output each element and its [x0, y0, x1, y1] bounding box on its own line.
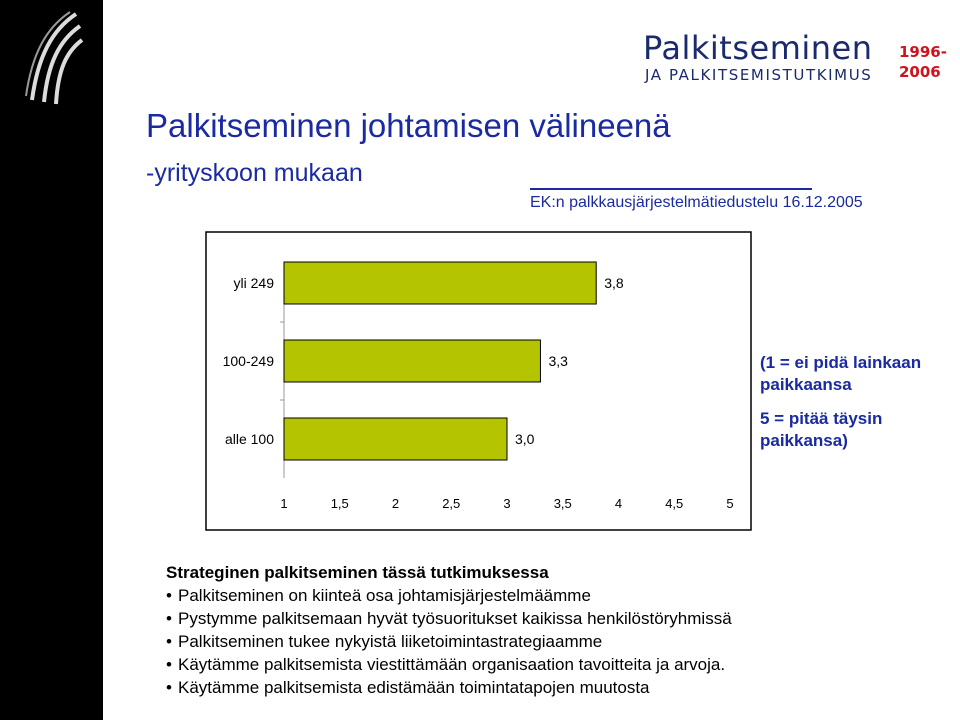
key-point-item: Käytämme palkitsemista viestittämään org… — [166, 653, 946, 676]
category-label: 100-249 — [223, 353, 275, 369]
slide-subtitle: -yrityskoon mukaan — [146, 159, 363, 187]
key-point-item: Käytämme palkitsemista edistämään toimin… — [166, 676, 946, 699]
university-logo-icon — [25, 11, 84, 105]
category-label: alle 100 — [225, 431, 274, 447]
title-underline — [530, 188, 812, 190]
category-label: yli 249 — [234, 275, 275, 291]
x-tick-label: 1 — [280, 496, 287, 511]
brand-name: Palkitseminen — [643, 29, 873, 67]
brand-logo: Palkitseminen JA PALKITSEMISTUTKIMUS 199… — [643, 30, 953, 90]
scale-legend-high: 5 = pitää täysin paikkansa) — [760, 409, 883, 450]
x-tick-label: 2,5 — [442, 496, 460, 511]
data-label: 3,0 — [515, 431, 535, 447]
key-point-item: Palkitseminen on kiinteä osa johtamisjär… — [166, 584, 946, 607]
key-points-list: Palkitseminen on kiinteä osa johtamisjär… — [166, 584, 946, 699]
x-tick-label: 5 — [726, 496, 733, 511]
x-tick-label: 4,5 — [665, 496, 683, 511]
x-tick-label: 4 — [615, 496, 622, 511]
scale-legend-low: (1 = ei pidä lainkaan paikkaansa — [760, 353, 922, 394]
key-point-item: Palkitseminen tukee nykyistä liiketoimin… — [166, 630, 946, 653]
scale-legend: (1 = ei pidä lainkaan paikkaansa 5 = pit… — [760, 352, 960, 452]
brand-subtitle: JA PALKITSEMISTUTKIMUS — [645, 66, 873, 84]
brand-years: 1996- 2006 — [899, 43, 947, 81]
x-tick-label: 2 — [392, 496, 399, 511]
bar — [283, 417, 508, 461]
key-point-item: Pystymme palkitsemaan hyvät työsuorituks… — [166, 607, 946, 630]
data-label: 3,3 — [548, 353, 568, 369]
key-points: Strateginen palkitseminen tässä tutkimuk… — [166, 561, 946, 699]
data-label: 3,8 — [604, 275, 624, 291]
x-tick-label: 1,5 — [331, 496, 349, 511]
x-tick-label: 3 — [503, 496, 510, 511]
left-decor-bar — [0, 0, 103, 720]
bar — [283, 339, 541, 383]
slide-title: Palkitseminen johtamisen välineenä — [146, 107, 671, 144]
bar — [283, 261, 597, 305]
x-tick-label: 3,5 — [554, 496, 572, 511]
key-points-heading: Strateginen palkitseminen tässä tutkimuk… — [166, 563, 549, 582]
source-note: EK:n palkkausjärjestelmätiedustelu 16.12… — [530, 194, 863, 211]
